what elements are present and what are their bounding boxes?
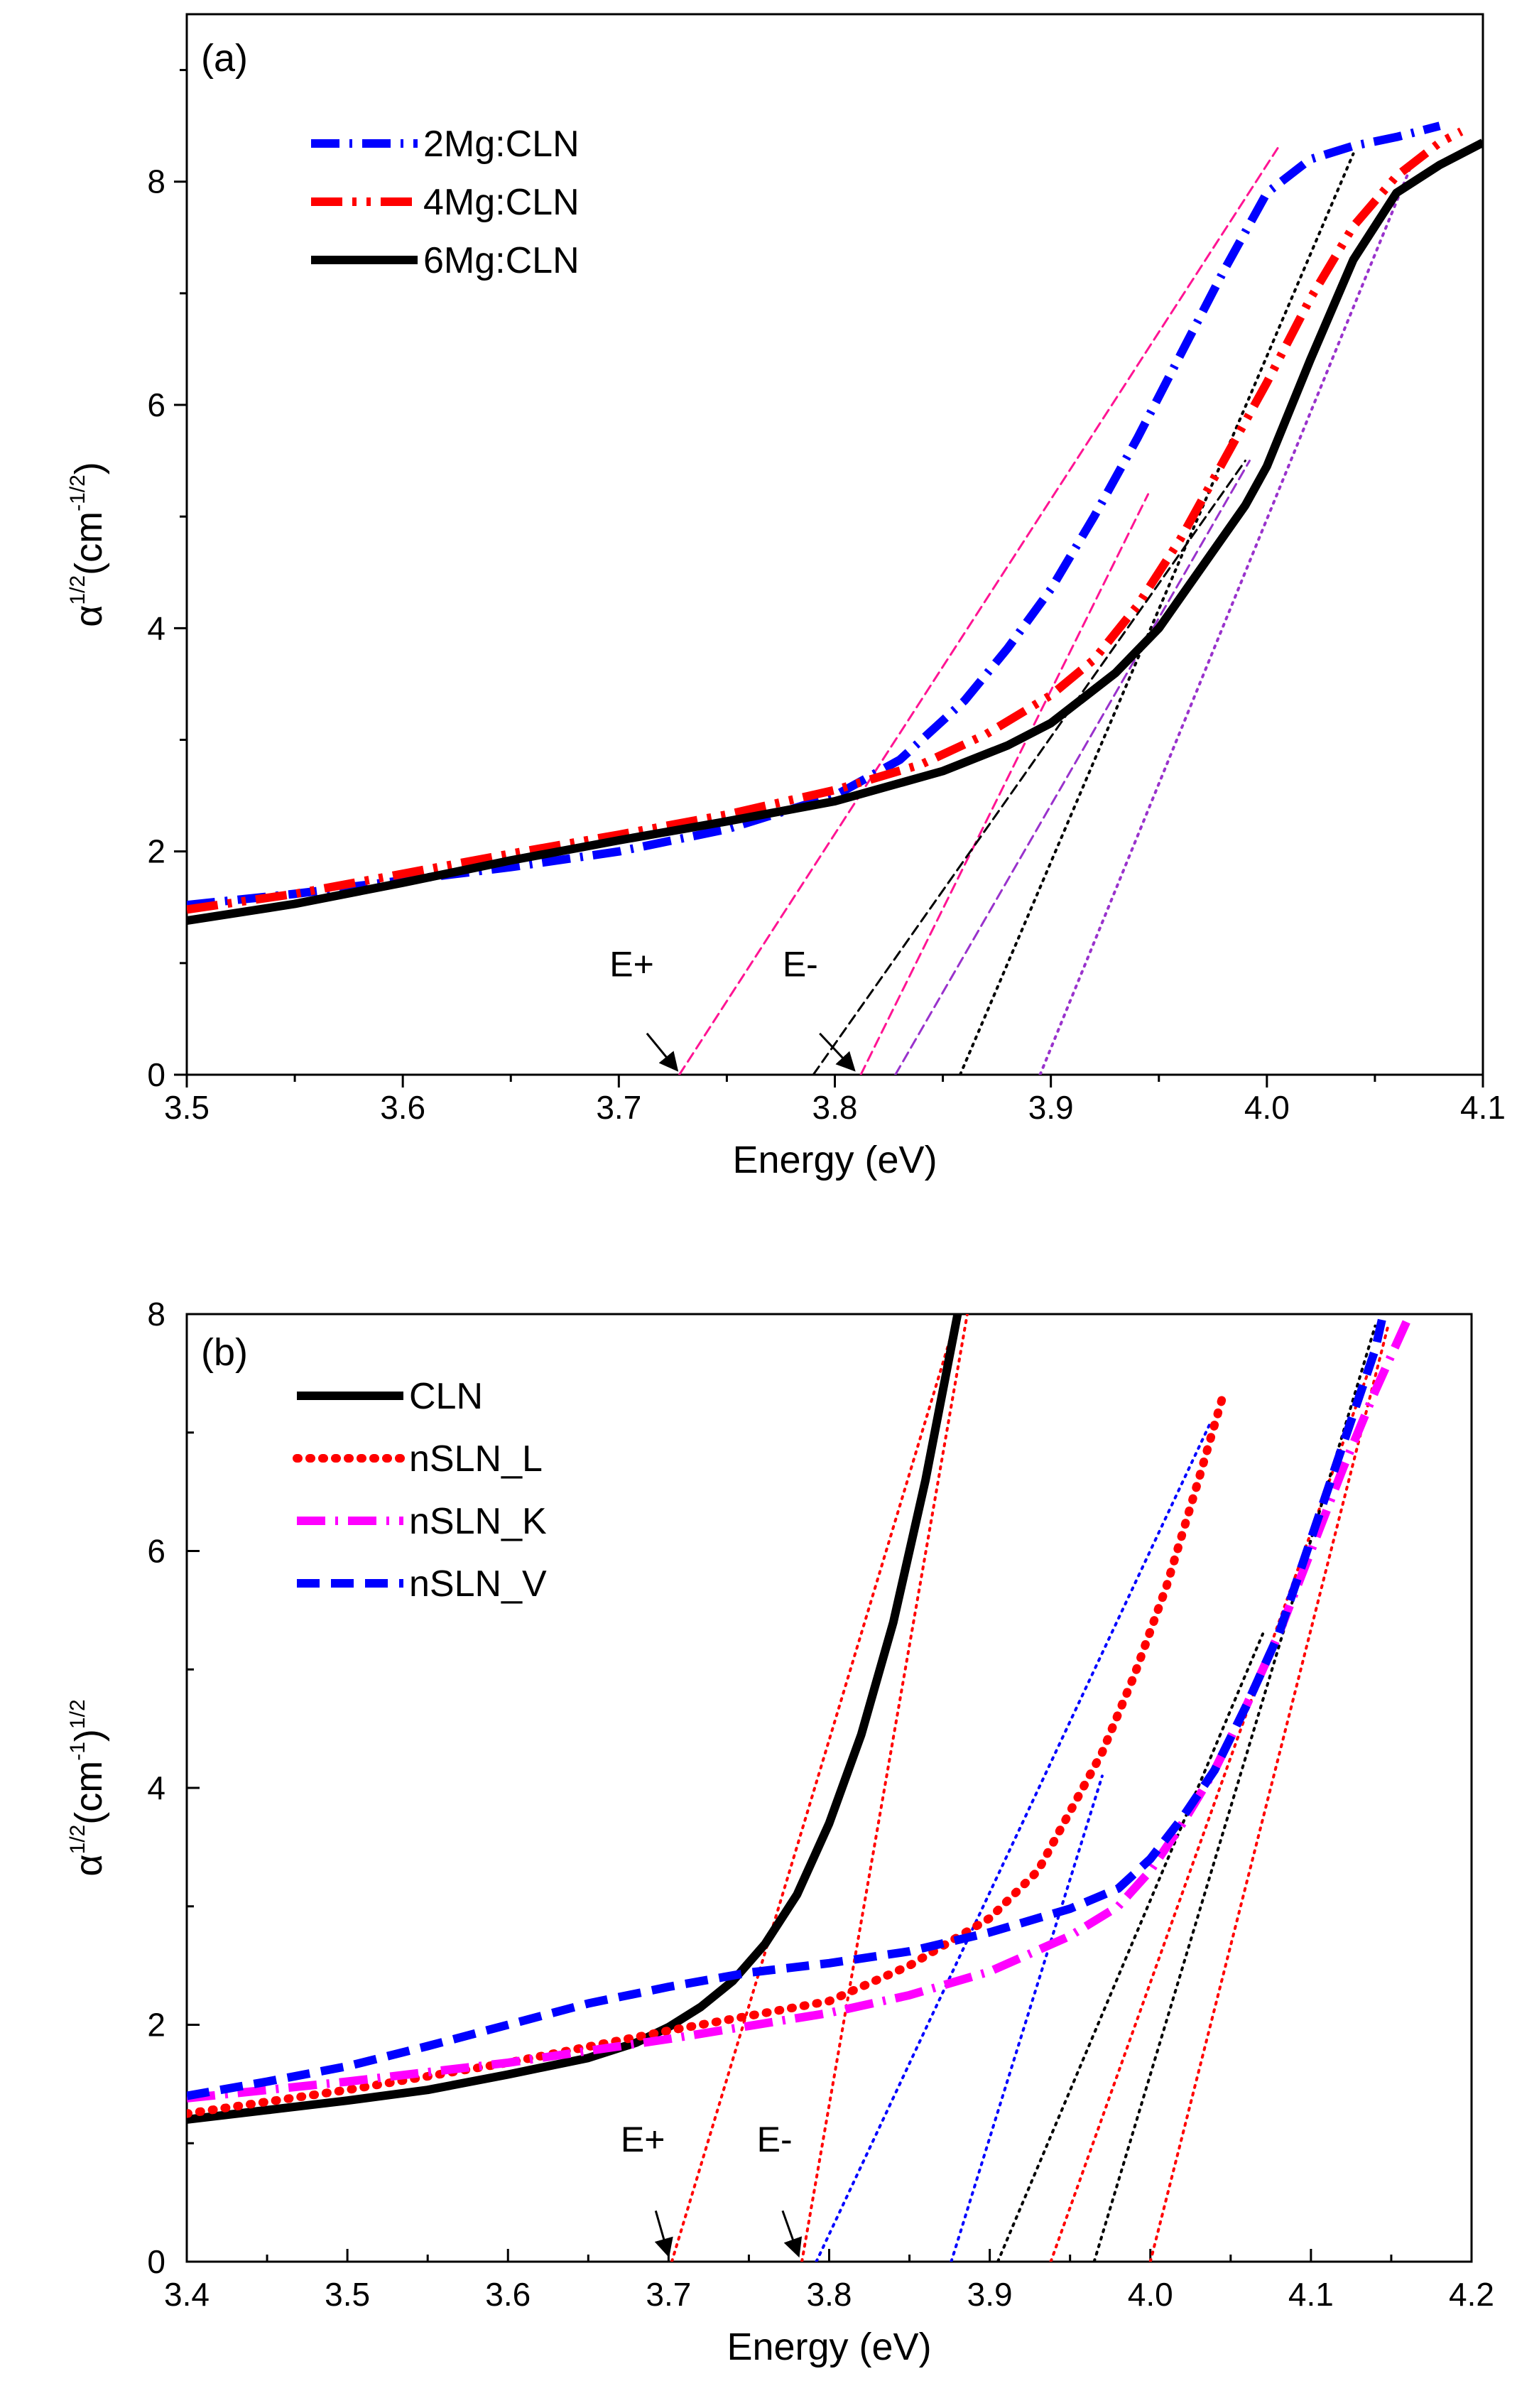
x-axis-title: Energy (eV)	[727, 2326, 931, 2368]
fit-line	[1038, 158, 1415, 1075]
x-tick-label: 3.6	[485, 2276, 531, 2313]
legend-label: 4Mg:CLN	[423, 182, 580, 223]
y-tick-label: 4	[147, 609, 165, 646]
legend-label: nSLN_L	[409, 1438, 543, 1480]
y-tick-label: 4	[147, 1769, 165, 1806]
y-tick-label: 0	[147, 1056, 165, 1093]
x-tick-label: 3.8	[812, 1089, 858, 1126]
plot-area	[187, 121, 1483, 1075]
series-line-nsln-k	[187, 1318, 1411, 2103]
y-axis-title: α1/2(cm-1)1/2	[66, 1699, 110, 1876]
x-tick-label: 3.5	[325, 2276, 370, 2313]
series-line-cln	[187, 1314, 962, 2124]
y-tick-label: 2	[147, 833, 165, 870]
series-line-2mg-cln	[187, 121, 1441, 910]
fit-line	[894, 460, 1251, 1075]
x-tick-label: 4.0	[1128, 2276, 1173, 2313]
y-tick-label: 6	[147, 386, 165, 423]
panel-label: (b)	[201, 1331, 248, 1374]
legend-label: CLN	[409, 1376, 483, 1417]
fit-line	[950, 1774, 1104, 2262]
x-axis-title: Energy (eV)	[732, 1139, 937, 1181]
fit-line	[996, 1632, 1265, 2262]
annotation-label: E+	[609, 945, 654, 985]
x-tick-label: 3.5	[164, 1089, 210, 1126]
x-tick-label: 4.1	[1460, 1089, 1506, 1126]
annotation-arrow	[654, 2210, 673, 2258]
x-tick-label: 3.9	[1028, 1089, 1074, 1126]
fit-line	[1148, 1324, 1390, 2262]
x-tick-label: 4.2	[1449, 2276, 1494, 2313]
y-tick-label: 0	[147, 2243, 165, 2280]
y-axis-title-close: )	[67, 462, 110, 474]
x-tick-label: 3.9	[967, 2276, 1013, 2313]
x-tick-label: 3.7	[646, 2276, 691, 2313]
x-tick-label: 3.4	[164, 2276, 210, 2313]
fit-line	[678, 147, 1279, 1075]
annotation-arrow	[781, 2210, 803, 2258]
annotation-arrow	[819, 1032, 856, 1072]
annotation-label: E-	[783, 945, 818, 985]
x-tick-label: 3.6	[380, 1089, 425, 1126]
y-axis-title-exponent: 1/2	[66, 575, 89, 605]
panel-label: (a)	[201, 37, 248, 80]
fit-line	[815, 1419, 1213, 2262]
y-axis-title-unit: (cm	[67, 1761, 110, 1825]
y-axis-title-close: )	[67, 1729, 110, 1742]
x-tick-label: 4.1	[1288, 2276, 1334, 2313]
plot-area	[187, 1314, 1411, 2262]
fit-line	[958, 152, 1355, 1075]
x-tick-label: 3.7	[596, 1089, 641, 1126]
y-axis-title-unit: (cm	[67, 511, 110, 575]
fit-line	[812, 460, 1246, 1075]
fit-line	[670, 1314, 959, 2262]
annotation-label: E-	[757, 2120, 793, 2159]
series-line-nsln-l	[187, 1392, 1227, 2118]
y-tick-label: 2	[147, 2007, 165, 2044]
legend-label: nSLN_K	[409, 1501, 547, 1542]
legend-label: nSLN_V	[409, 1563, 547, 1605]
y-axis-title-unit-exponent: -1/2	[66, 474, 89, 511]
y-tick-label: 6	[147, 1533, 165, 1570]
series-line-nsln-v	[187, 1314, 1388, 2100]
y-axis-title: α1/2(cm-1/2)	[66, 462, 110, 627]
x-tick-label: 4.0	[1244, 1089, 1290, 1126]
fit-line	[859, 493, 1150, 1075]
x-tick-label: 3.8	[807, 2276, 852, 2313]
plot-frame	[185, 1313, 1473, 2263]
series-line-6mg-cln	[187, 139, 1483, 926]
annotation-label: E+	[621, 2120, 665, 2159]
y-axis-title-symbol: α	[67, 1854, 110, 1876]
annotation-arrow	[646, 1032, 679, 1072]
chart-panel-a: 3.5 3.6 3.7 3.8 3.9 4.0 4.1 0 2 4 6 8 Energy (eV) α1/…	[66, 13, 1506, 1181]
chart-panel-b: 3.4 3.5 3.6 3.7 3.8 3.9 4.0 4.1 4.2 0 2 4 6 8 Energy (…	[66, 1296, 1494, 2368]
y-tick-label: 8	[147, 163, 165, 200]
series-line-4mg-cln	[187, 127, 1464, 914]
y-axis-title-unit-exponent: -1	[66, 1742, 89, 1761]
y-axis-title-outer-exponent: 1/2	[66, 1699, 89, 1729]
y-axis-title-symbol: α	[67, 605, 110, 627]
legend-label: 6Mg:CLN	[423, 240, 580, 281]
legend-label: 2Mg:CLN	[423, 124, 580, 165]
y-axis-title-exponent: 1/2	[66, 1825, 89, 1855]
y-tick-label: 8	[147, 1296, 165, 1333]
